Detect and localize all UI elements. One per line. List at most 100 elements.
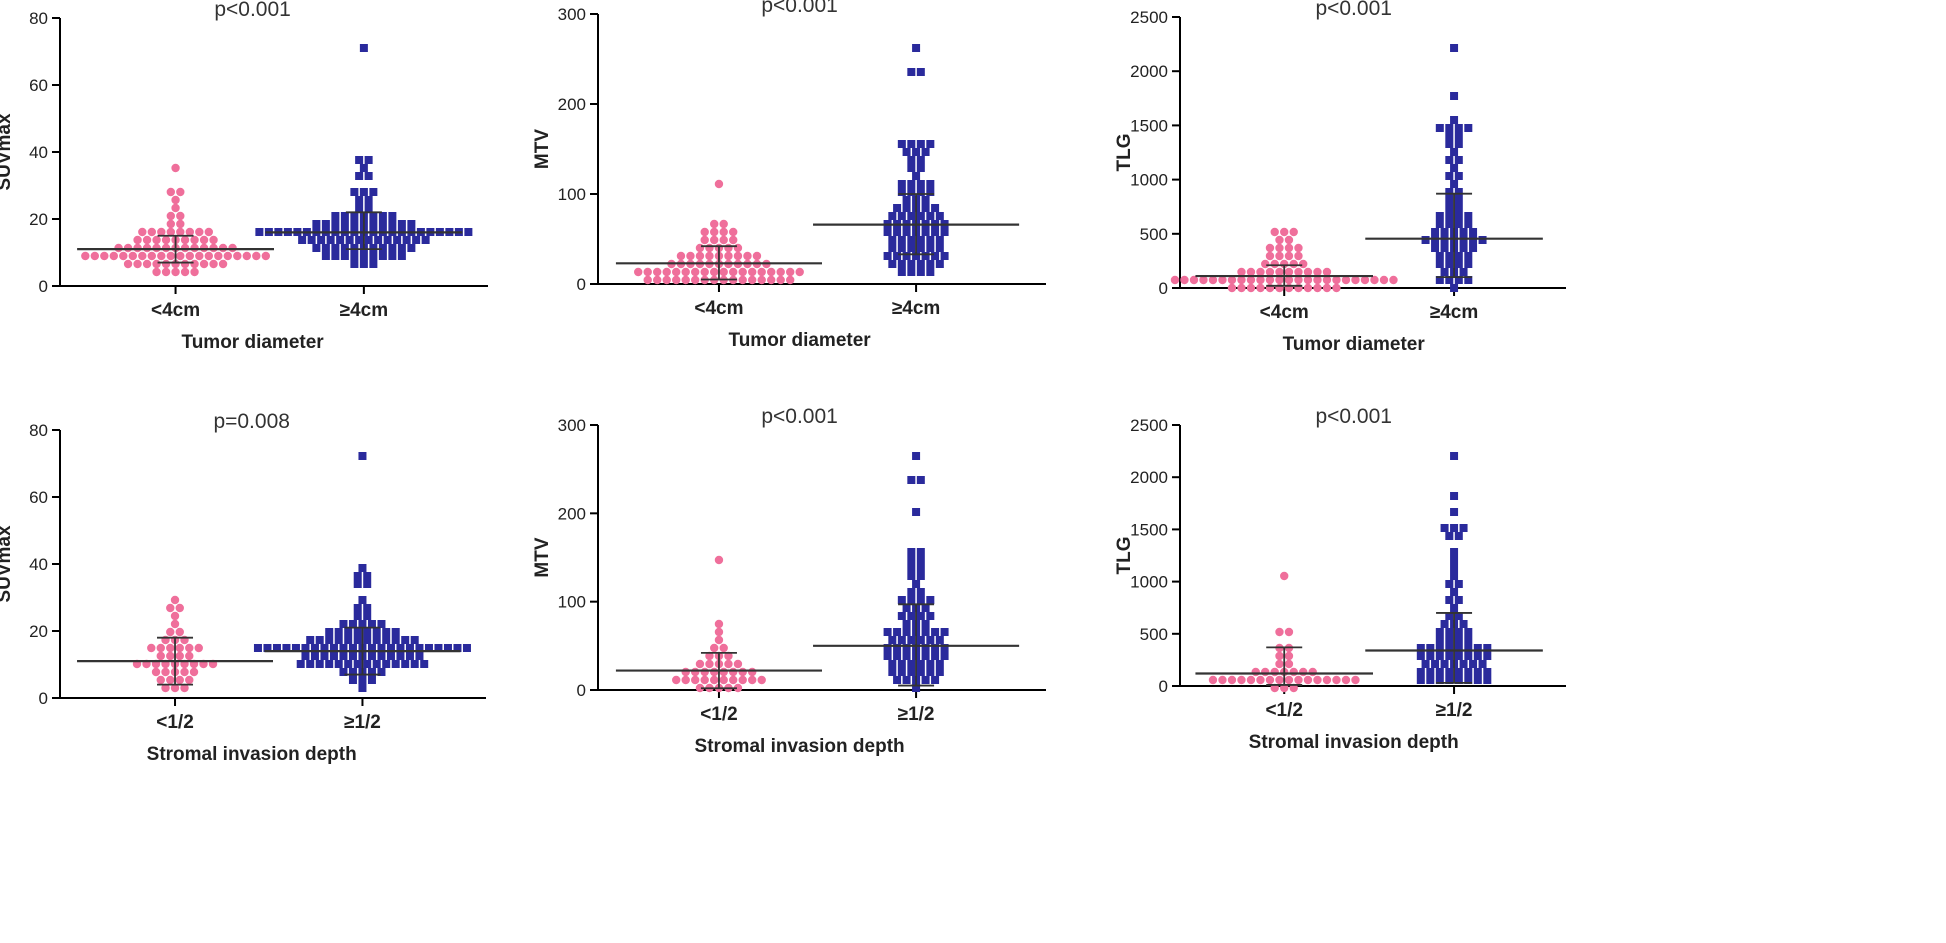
data-point <box>935 660 944 668</box>
data-point <box>388 212 397 220</box>
data-point <box>1435 652 1444 660</box>
data-point <box>350 260 359 268</box>
data-point <box>912 252 921 260</box>
data-point <box>1256 675 1265 685</box>
data-point <box>907 556 916 564</box>
data-point <box>1445 628 1454 636</box>
y-tick-label: 0 <box>1159 279 1168 298</box>
data-point <box>383 236 392 244</box>
data-point <box>1284 659 1294 669</box>
data-point <box>1280 571 1289 581</box>
data-point <box>363 580 372 588</box>
data-point <box>1440 524 1449 532</box>
data-point <box>401 660 410 668</box>
data-point <box>888 260 897 268</box>
data-point <box>378 220 387 228</box>
data-point <box>897 596 906 604</box>
data-point <box>128 251 138 261</box>
data-point <box>1237 283 1246 293</box>
data-point <box>1275 251 1284 261</box>
data-point <box>377 644 386 652</box>
data-point <box>1464 276 1473 284</box>
panel-p3: 0 500 1000 1500 2000 2500 TLG p<0.001 <4cm ≥4cmTu… <box>1114 0 1566 355</box>
data-point <box>1256 275 1265 285</box>
data-point <box>1473 652 1482 660</box>
data-point <box>907 660 916 668</box>
data-point <box>209 243 218 253</box>
data-point <box>1483 644 1492 652</box>
data-point <box>1289 667 1298 677</box>
data-point <box>1227 675 1237 685</box>
data-point <box>897 236 906 244</box>
data-point <box>935 636 944 644</box>
data-point <box>1445 644 1454 652</box>
data-point <box>190 267 199 277</box>
data-point <box>1440 660 1449 668</box>
series-group1 <box>615 555 822 693</box>
y-tick-label: 100 <box>558 185 586 204</box>
data-point <box>719 227 728 237</box>
data-point <box>1483 668 1492 676</box>
data-point <box>724 659 733 669</box>
data-point <box>705 243 714 253</box>
data-point <box>1450 556 1459 564</box>
data-point <box>907 548 916 556</box>
data-point <box>931 644 940 652</box>
data-point <box>171 195 180 205</box>
y-tick-label: 300 <box>558 416 586 435</box>
data-point <box>214 251 223 261</box>
x-category-label: ≥1/2 <box>898 704 935 725</box>
data-point <box>166 603 175 613</box>
data-point <box>1445 196 1454 204</box>
data-point <box>1445 172 1454 180</box>
y-tick-label: 500 <box>1140 225 1168 244</box>
data-point <box>363 628 372 636</box>
y-tick-label: 1500 <box>1130 520 1168 539</box>
data-point <box>893 204 902 212</box>
data-point <box>1199 275 1208 285</box>
data-point <box>1454 172 1463 180</box>
data-point <box>757 675 766 685</box>
data-point <box>748 667 757 677</box>
data-point <box>705 251 714 261</box>
data-point <box>916 268 925 276</box>
data-point <box>176 219 185 229</box>
data-point <box>935 668 944 676</box>
data-point <box>676 251 686 261</box>
data-point <box>180 259 190 269</box>
data-point <box>301 644 310 652</box>
data-point <box>1431 660 1440 668</box>
data-point <box>912 508 921 516</box>
y-tick-label: 200 <box>558 504 586 523</box>
data-point <box>218 259 228 269</box>
data-point <box>1332 675 1341 685</box>
data-point <box>907 180 916 188</box>
data-point <box>147 227 157 237</box>
data-point <box>893 676 902 684</box>
data-point <box>738 675 747 685</box>
data-point <box>176 211 185 221</box>
data-point <box>1431 244 1440 252</box>
data-point <box>1440 228 1449 236</box>
data-point <box>893 228 902 236</box>
data-point <box>369 188 378 196</box>
data-point <box>175 675 184 685</box>
data-point <box>1454 612 1463 620</box>
series-group2 <box>813 452 1020 692</box>
data-point <box>1445 124 1454 132</box>
data-point <box>931 628 940 636</box>
data-point <box>1469 660 1478 668</box>
data-point <box>893 252 902 260</box>
data-point <box>1454 668 1463 676</box>
data-point <box>369 252 378 260</box>
data-point <box>344 628 353 636</box>
data-point <box>714 627 724 637</box>
data-point <box>1426 668 1435 676</box>
data-point <box>757 267 766 277</box>
data-point <box>340 212 349 220</box>
data-point <box>358 684 367 692</box>
data-point <box>396 644 405 652</box>
data-point <box>662 267 671 277</box>
x-category-label: ≥4cm <box>892 298 940 319</box>
data-point <box>724 651 733 661</box>
